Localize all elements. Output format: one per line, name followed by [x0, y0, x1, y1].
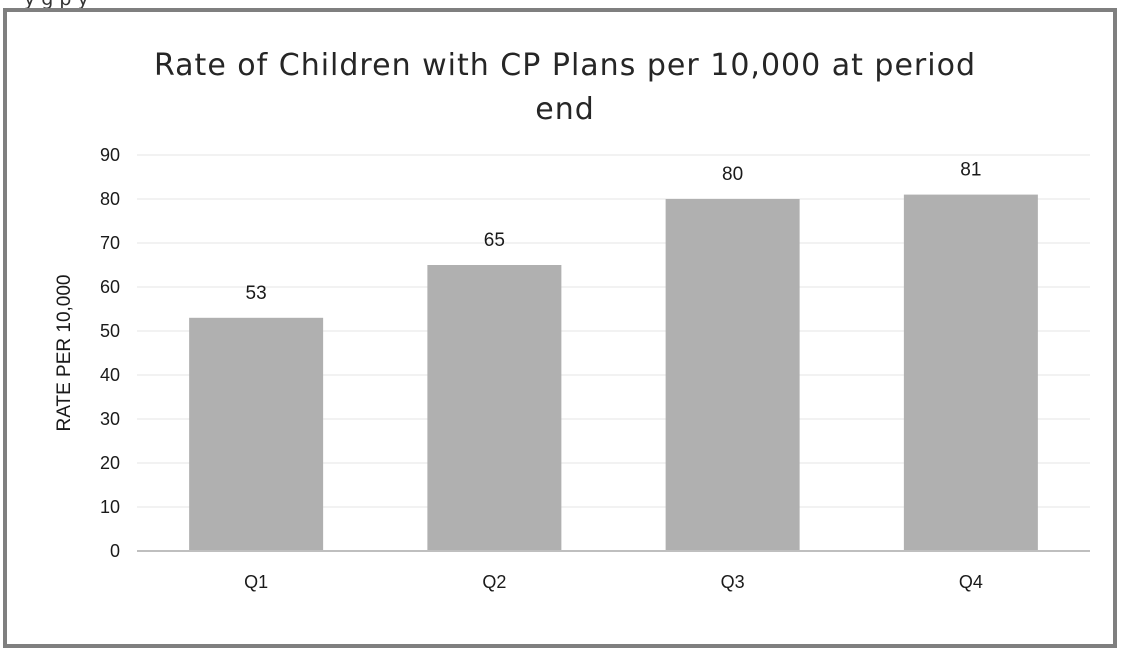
data-label: 81 [960, 160, 981, 181]
y-tick-label: 60 [100, 277, 120, 297]
data-labels: 53 65 80 81 [246, 160, 982, 304]
y-tick-label: 30 [100, 409, 120, 429]
data-label: 80 [722, 164, 743, 185]
x-tick-label: Q3 [721, 572, 745, 592]
x-tick-label: Q4 [959, 572, 983, 592]
y-tick-label: 70 [100, 233, 120, 253]
bar-chart: 0 10 20 30 40 50 60 70 80 90 53 65 80 81 Q1 Q2 Q3 Q4 RA… [54, 145, 1090, 592]
x-axis-ticks: Q1 Q2 Q3 Q4 [244, 572, 983, 592]
y-axis-ticks: 0 10 20 30 40 50 60 70 80 90 [100, 145, 120, 561]
bar-q1 [189, 317, 324, 551]
y-tick-label: 40 [100, 365, 120, 385]
y-tick-label: 90 [100, 145, 120, 165]
top-caption-fragment: y g p y [24, 0, 89, 10]
y-tick-label: 10 [100, 497, 120, 517]
bar-q2 [427, 265, 562, 551]
data-label: 53 [246, 283, 267, 304]
y-tick-label: 0 [110, 541, 120, 561]
x-tick-label: Q2 [482, 572, 506, 592]
y-tick-label: 20 [100, 453, 120, 473]
y-tick-label: 80 [100, 189, 120, 209]
bar-q3 [665, 199, 800, 551]
bar-q4 [903, 194, 1038, 551]
bars [189, 194, 1038, 551]
data-label: 65 [484, 230, 505, 251]
x-tick-label: Q1 [244, 572, 268, 592]
y-axis-label: RATE PER 10,000 [54, 274, 75, 431]
chart-title: Rate of Children with CP Plans per 10,00… [153, 48, 976, 127]
y-tick-label: 50 [100, 321, 120, 341]
